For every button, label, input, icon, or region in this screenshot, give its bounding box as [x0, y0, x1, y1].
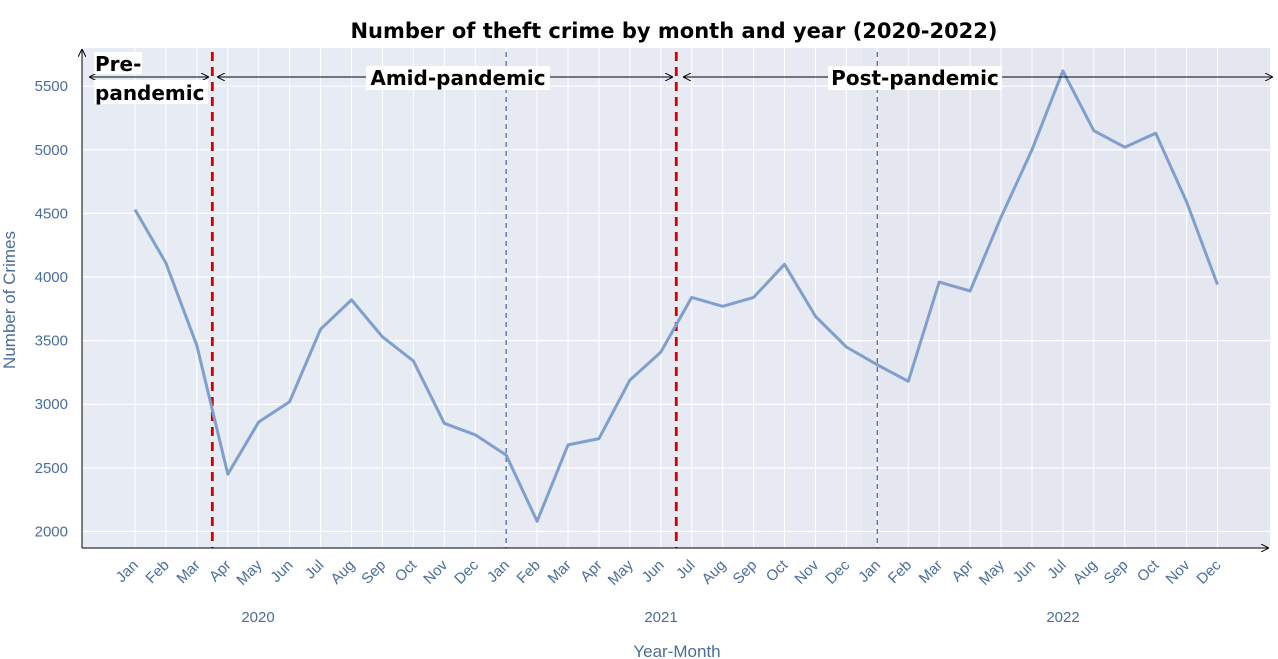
pre-pandemic-label-line1: Pre- — [95, 52, 141, 76]
pre-pandemic-label-line2: pandemic — [95, 81, 204, 105]
x-tick-label: May — [233, 556, 265, 588]
x-tick-label: Mar — [916, 557, 946, 587]
x-tick-label: Aug — [699, 557, 730, 588]
y-tick-label: 5500 — [35, 78, 68, 95]
post-pandemic-label: Post-pandemic — [831, 66, 999, 90]
x-tick-label: Jan — [113, 557, 142, 586]
x-tick-label: Sep — [1101, 557, 1132, 588]
x-tick-label: Jun — [267, 557, 296, 586]
x-tick-label: Dec — [451, 556, 482, 587]
x-tick-label: Mar — [173, 557, 203, 587]
x-tick-label: Jun — [1010, 557, 1039, 586]
x-tick-label: May — [976, 556, 1008, 588]
y-tick-label: 3500 — [35, 333, 68, 350]
x-tick-label: May — [605, 556, 637, 588]
x-tick-label: Oct — [1134, 556, 1163, 585]
x-tick-label: Jun — [639, 557, 668, 586]
series-line — [133, 69, 1219, 523]
x-tick-label: Feb — [514, 557, 544, 587]
x-tick-label: Apr — [206, 557, 235, 586]
boundary-lines — [210, 52, 878, 548]
x-tick-label: Sep — [358, 557, 389, 588]
y-axis-label: Number of Crimes — [0, 231, 19, 369]
year-label: 2021 — [644, 609, 677, 626]
x-tick-label: Jul — [1044, 557, 1070, 583]
x-tick-label: Sep — [730, 557, 761, 588]
y-tick-labels: 2000 2500 3000 3500 4000 4500 5000 5500 — [35, 78, 68, 540]
x-tick-label: Aug — [1070, 557, 1101, 588]
x-tick-label: Nov — [791, 556, 822, 587]
x-tick-label: Dec — [1193, 556, 1224, 587]
x-tick-label: Apr — [948, 557, 977, 586]
x-tick-label: Nov — [420, 556, 451, 587]
x-tick-label: Aug — [327, 557, 358, 588]
y-tick-label: 5000 — [35, 142, 68, 159]
year-labels: 2020 2021 2022 — [241, 609, 1079, 626]
y-tick-label: 2500 — [35, 460, 68, 477]
amid-label-bg — [366, 66, 550, 90]
y-tick-label: 2000 — [35, 523, 68, 540]
x-tick-label: Jul — [302, 557, 328, 583]
post-label-bg — [828, 66, 1002, 90]
amid-pandemic-label: Amid-pandemic — [370, 66, 545, 90]
pre-label-bg — [94, 52, 142, 74]
x-tick-label: Jan — [855, 557, 884, 586]
y-tick-label: 4500 — [35, 205, 68, 222]
pre-label-bg-2 — [94, 80, 208, 104]
x-tick-label: Jan — [484, 557, 513, 586]
year-label: 2020 — [241, 609, 274, 626]
y-tick-label: 3000 — [35, 396, 68, 413]
x-axis-label: Year-Month — [633, 642, 720, 659]
y-tick-label: 4000 — [35, 269, 68, 286]
x-tick-label: Oct — [392, 556, 421, 585]
x-tick-label: Oct — [763, 556, 792, 585]
x-tick-label: Feb — [142, 557, 172, 587]
x-tick-label: Nov — [1163, 556, 1194, 587]
x-tick-label: Feb — [885, 557, 915, 587]
x-tick-label: Jul — [673, 557, 699, 583]
background-2020 — [82, 48, 491, 548]
year-label: 2022 — [1046, 609, 1079, 626]
x-tick-label: Apr — [577, 557, 606, 586]
chart-title: Number of theft crime by month and year … — [350, 19, 997, 43]
x-tick-label: Mar — [545, 557, 575, 587]
x-tick-label: Dec — [822, 556, 853, 587]
background-2022 — [861, 48, 1270, 548]
